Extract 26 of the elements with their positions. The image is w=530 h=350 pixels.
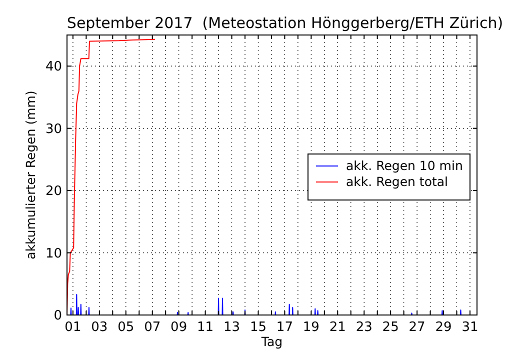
x-tick-label: 07 (144, 320, 161, 335)
x-tick-label: 11 (197, 320, 214, 335)
y-tick-label: 10 (45, 246, 62, 262)
x-tick-label: 13 (223, 320, 240, 335)
x-tick-label: 25 (382, 320, 399, 335)
x-tick-label: 03 (91, 320, 108, 335)
x-tick-label: 31 (462, 320, 478, 335)
y-tick-label: 0 (54, 308, 62, 324)
y-tick-label: 40 (45, 60, 62, 75)
x-tick-label: 09 (170, 320, 188, 335)
x-tick-label: 19 (302, 320, 320, 335)
legend-label: akk. Regen 10 min (346, 158, 463, 173)
x-tick-label: 29 (435, 320, 452, 335)
x-tick-label: 27 (408, 320, 426, 335)
x-tick-label: 17 (276, 320, 293, 335)
x-tick-label: 21 (329, 320, 346, 335)
x-tick-label: 23 (356, 320, 372, 335)
x-tick-label: 01 (64, 320, 82, 335)
x-tick-label: 05 (118, 320, 134, 335)
legend-label: akk. Regen total (346, 174, 448, 189)
x-axis-title: Tag (260, 334, 283, 349)
x-tick-label: 15 (250, 320, 267, 335)
y-tick-label: 30 (45, 122, 62, 137)
chart-title: September 2017 (Meteostation Hönggerberg/ETH Zürich) (66, 14, 504, 32)
y-tick-label: 20 (45, 184, 62, 200)
y-axis-title: akkumulierter Regen (mm) (23, 90, 38, 260)
